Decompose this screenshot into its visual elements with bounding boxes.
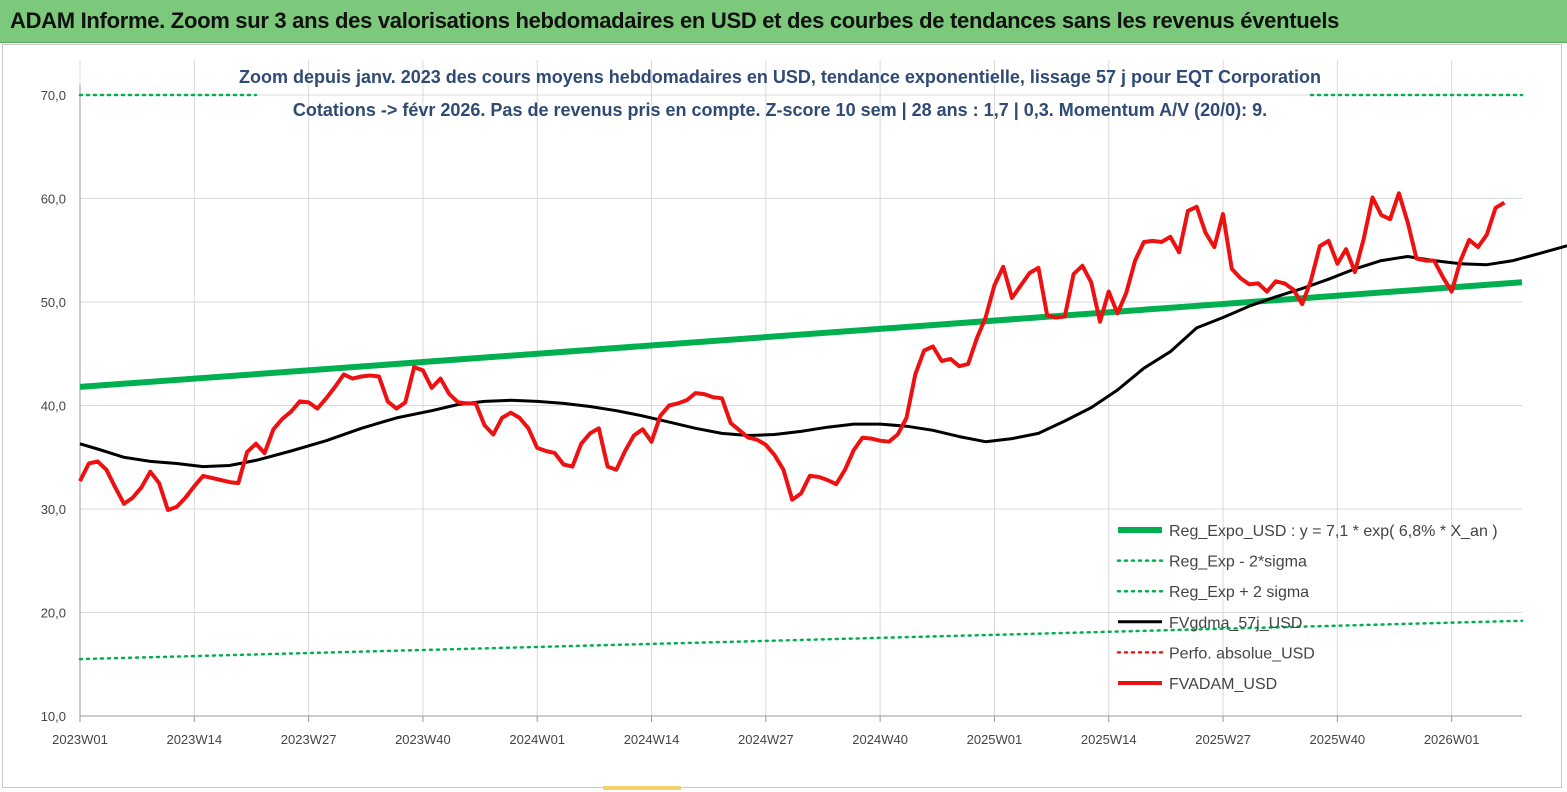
- x-tick-label: 2023W40: [395, 732, 451, 747]
- reg-lower-band-line: [78, 619, 1524, 661]
- chart-subtitle: Cotations -> févr 2026. Pas de revenus p…: [293, 100, 1267, 120]
- page-title: ADAM Informe. Zoom sur 3 ans des valoris…: [10, 8, 1340, 33]
- legend: Reg_Expo_USD : y = 7,1 * exp( 6,8% * X_a…: [1116, 523, 1498, 693]
- x-tick-label: 2024W14: [624, 732, 680, 747]
- legend-label: Reg_Exp - 2*sigma: [1169, 554, 1307, 571]
- x-tick-label: 2023W01: [52, 732, 108, 747]
- x-tick-label: 2025W40: [1310, 732, 1366, 747]
- fvgdma-57j-line: [79, 244, 1567, 469]
- x-tick-label: 2024W27: [738, 732, 794, 747]
- x-tick-label: 2023W14: [166, 732, 222, 747]
- y-tick-label: 70,0: [41, 88, 66, 103]
- x-tick-label: 2026W01: [1424, 732, 1480, 747]
- chart-frame: [2, 44, 1562, 788]
- y-tick-label: 50,0: [41, 295, 66, 310]
- y-tick-label: 40,0: [41, 399, 66, 414]
- x-tick-label: 2024W40: [852, 732, 908, 747]
- legend-label: Reg_Exp + 2 sigma: [1169, 584, 1309, 601]
- chart-title: Zoom depuis janv. 2023 des cours moyens …: [239, 67, 1321, 87]
- legend-label: FVADAM_USD: [1169, 676, 1277, 693]
- y-tick-label: 20,0: [41, 606, 66, 621]
- x-tick-label: 2023W27: [281, 732, 337, 747]
- legend-label: Reg_Expo_USD : y = 7,1 * exp( 6,8% * X_a…: [1169, 523, 1498, 540]
- y-tick-label: 10,0: [41, 709, 66, 724]
- fvadam-line: [78, 191, 1506, 512]
- y-tick-label: 60,0: [41, 192, 66, 207]
- series-layer: [78, 93, 1567, 661]
- legend-label: Perfo. absolue_USD: [1169, 645, 1315, 662]
- sheet-scroll-marker: [603, 786, 681, 790]
- x-tick-label: 2025W01: [967, 732, 1023, 747]
- reg-expo-line: [79, 279, 1523, 390]
- x-tick-label: 2025W14: [1081, 732, 1137, 747]
- x-tick-label: 2025W27: [1195, 732, 1251, 747]
- y-tick-label: 30,0: [41, 502, 66, 517]
- header-bar: ADAM Informe. Zoom sur 3 ans des valoris…: [0, 0, 1567, 43]
- axis-layer: 10,0 20,0 30,0 40,0 50,0 60,0 70,0 2023W01 2023W…: [41, 85, 1522, 747]
- legend-label: FVgdma_57j_USD: [1169, 615, 1302, 632]
- x-tick-label: 2024W01: [509, 732, 565, 747]
- grid-layer: [79, 60, 1522, 716]
